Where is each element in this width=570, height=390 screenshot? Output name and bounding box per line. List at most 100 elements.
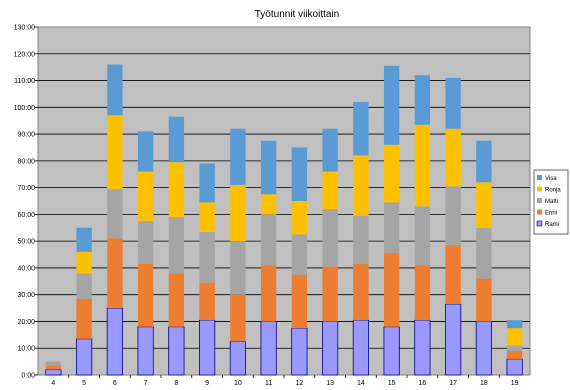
bar-segment-rami xyxy=(352,319,369,376)
bar-segment-ronja xyxy=(137,171,154,222)
x-tick-label: 4 xyxy=(51,380,55,387)
x-tick-label: 19 xyxy=(511,380,519,387)
bar-segment-matti xyxy=(322,209,338,267)
bar-segment-ronja xyxy=(230,184,246,242)
bar-segment-matti xyxy=(353,215,369,264)
bar-segment-ronja xyxy=(168,162,185,218)
bar-segment-enni xyxy=(137,263,154,327)
bar-segment-enni xyxy=(353,263,369,321)
x-tick-label: 14 xyxy=(357,380,365,387)
bar-segment-enni xyxy=(260,265,277,322)
y-tick-label: 60:00 xyxy=(17,212,35,219)
y-tick-label: 50:00 xyxy=(17,239,35,246)
bar-segment-rami xyxy=(506,358,523,376)
legend-swatch xyxy=(537,198,542,203)
bar-segment-visa xyxy=(353,101,369,156)
bar-segment-rami xyxy=(45,369,62,376)
bar-segment-enni xyxy=(445,245,461,305)
bar-segment-ronja xyxy=(383,144,400,203)
bar-segment-visa xyxy=(107,64,123,116)
y-tick-label: 70:00 xyxy=(17,185,35,192)
bar-segment-rami xyxy=(475,321,492,376)
bar-segment-enni xyxy=(322,266,338,322)
bar-segment-visa xyxy=(506,320,523,329)
bar-segment-ronja xyxy=(260,194,277,215)
bar-segment-ronja xyxy=(199,202,215,232)
bar-segment-rami xyxy=(414,319,431,376)
x-tick-label: 18 xyxy=(480,380,488,387)
bar-segment-enni xyxy=(45,365,62,370)
x-tick-label: 6 xyxy=(113,380,117,387)
bar-segment-rami xyxy=(445,303,462,376)
bar-segment-enni xyxy=(199,282,215,321)
bar-segment-enni xyxy=(168,273,185,327)
bar-segment-matti xyxy=(506,345,523,351)
y-tick-label: 120:00 xyxy=(14,51,36,58)
x-tick-label: 15 xyxy=(388,380,396,387)
bar-segment-enni xyxy=(230,294,246,342)
x-axis-ticks: 4 5 6 7 8 9 10 11 12 13 14 15 16 17 18 19 xyxy=(51,375,519,387)
x-tick-label: 10 xyxy=(234,380,242,387)
legend-swatch xyxy=(537,209,542,215)
bar-segment-matti xyxy=(383,202,400,254)
bar-segment-ronja xyxy=(476,182,492,228)
bar-segment-matti xyxy=(260,214,277,266)
y-tick-label: 0:00 xyxy=(21,373,35,380)
bar-segment-visa xyxy=(168,116,185,163)
bar-segment-matti xyxy=(76,273,92,299)
bar-segment-matti xyxy=(291,234,308,275)
bar-segment-rami xyxy=(137,326,154,376)
bar-segment-ronja xyxy=(76,251,92,274)
bar-segment-visa xyxy=(476,140,492,183)
bar-segment-enni xyxy=(291,274,308,329)
bar-segment-rami xyxy=(322,321,339,376)
legend-entry: Visa xyxy=(545,176,557,182)
x-tick-label: 11 xyxy=(265,380,272,387)
bar-segment-enni xyxy=(76,298,92,339)
legend-entry: Rami xyxy=(545,222,559,228)
legend: Visa Ronja Matti Enni Rami xyxy=(533,169,569,235)
x-tick-label: 16 xyxy=(418,380,426,387)
bar-segment-matti xyxy=(45,361,62,366)
y-tick-label: 20:00 xyxy=(17,319,35,326)
bar-segment-matti xyxy=(199,231,215,283)
bar-segment-matti xyxy=(414,206,431,266)
bar-segment-visa xyxy=(260,140,277,195)
bar-segment-enni xyxy=(107,238,123,309)
x-tick-label: 17 xyxy=(449,380,457,387)
bar-segment-ronja xyxy=(322,171,338,210)
legend-entry: Matti xyxy=(545,199,558,205)
legend-swatch xyxy=(536,220,543,227)
bar-segment-visa xyxy=(291,147,308,201)
legend-swatch xyxy=(537,175,542,180)
bar-segment-rami xyxy=(106,307,123,376)
bar-segment-visa xyxy=(322,128,338,172)
x-tick-label: 5 xyxy=(82,380,86,387)
bar-segment-ronja xyxy=(414,124,431,207)
legend-swatch xyxy=(537,186,542,192)
bar-segment-rami xyxy=(260,321,277,376)
y-tick-label: 10:00 xyxy=(17,346,35,353)
bar-segment-visa xyxy=(230,128,246,185)
bar-segment-ronja xyxy=(506,328,523,346)
x-tick-label: 9 xyxy=(205,380,209,387)
y-tick-label: 30:00 xyxy=(17,292,35,299)
y-axis-ticks: 0:00 10:00 20:00 30:00 40:00 50:00 60:00 70:00 8… xyxy=(14,25,38,380)
bar-segment-ronja xyxy=(353,155,369,216)
bar-segment-enni xyxy=(506,350,523,359)
y-tick-label: 100:00 xyxy=(14,105,36,112)
bar-segment-enni xyxy=(476,278,492,322)
bar-segment-matti xyxy=(168,217,185,274)
bar-segment-visa xyxy=(383,65,400,145)
bar-segment-rami xyxy=(229,341,246,376)
y-tick-label: 80:00 xyxy=(17,158,35,165)
bar-segment-visa xyxy=(199,163,215,203)
x-tick-label: 7 xyxy=(144,380,148,387)
bar-segment-matti xyxy=(445,186,461,246)
bar-segment-visa xyxy=(76,227,92,252)
y-tick-label: 90:00 xyxy=(17,132,35,139)
bars xyxy=(45,64,523,376)
bar-segment-matti xyxy=(476,227,492,279)
chart-title: Työtunnit viikoittain xyxy=(255,9,340,20)
